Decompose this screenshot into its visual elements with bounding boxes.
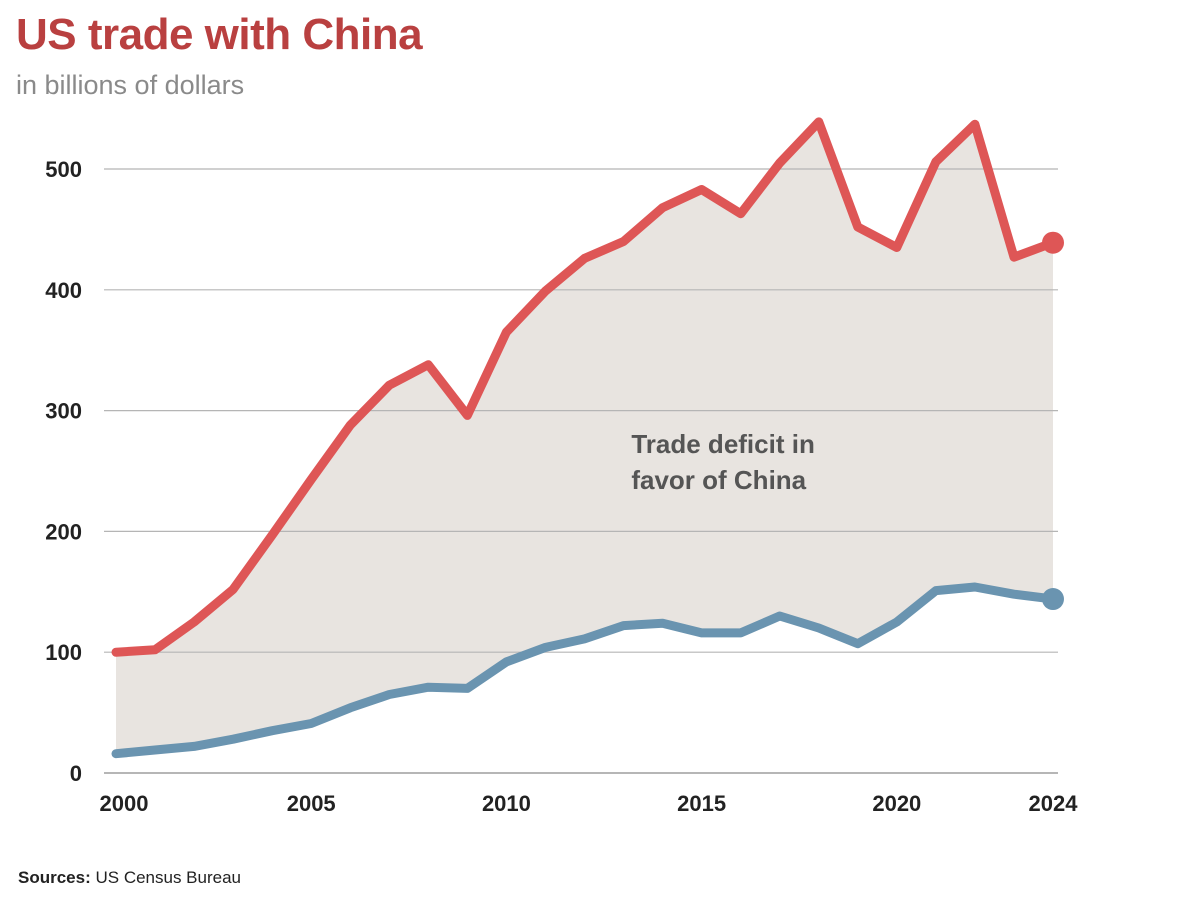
y-tick-label: 200 (45, 519, 82, 544)
source-text: US Census Bureau (95, 868, 242, 887)
exports-end-marker (1042, 588, 1064, 611)
series-layer (111, 117, 1064, 759)
y-tick-label: 400 (45, 278, 82, 303)
imports-end-marker (1042, 231, 1064, 254)
chart-subtitle: in billions of dollars (16, 70, 245, 100)
chart-title: US trade with China (16, 10, 423, 59)
x-tick-label: 2024 (1029, 791, 1079, 816)
y-tick-label: 300 (45, 399, 82, 424)
deficit-area (116, 121, 1053, 754)
annotation-layer: Trade deficit in favor of China (631, 429, 815, 495)
grid-layer (104, 168, 1058, 774)
exports-line (111, 582, 1058, 759)
source-label: Sources: (18, 868, 91, 887)
x-tick-label: 2015 (677, 791, 726, 816)
y-tick-label: 100 (45, 640, 82, 665)
source-note: Sources: US Census Bureau (18, 868, 241, 888)
annotation-text: favor of China (631, 465, 806, 495)
y-tick-label: 0 (70, 761, 82, 786)
imports-line (111, 117, 1058, 657)
deficit-area-layer (116, 121, 1053, 754)
annotation-text: Trade deficit in (631, 429, 815, 459)
y-tick-label: 500 (45, 157, 82, 182)
x-axis-ticks: 2000 2005 2010 2015 2020 2024 (100, 791, 1079, 816)
x-tick-label: 2010 (482, 791, 531, 816)
y-axis-ticks: 0 100 200 300 400 500 (45, 157, 82, 786)
x-tick-label: 2005 (287, 791, 336, 816)
x-tick-label: 2020 (872, 791, 921, 816)
x-tick-label: 2000 (100, 791, 149, 816)
